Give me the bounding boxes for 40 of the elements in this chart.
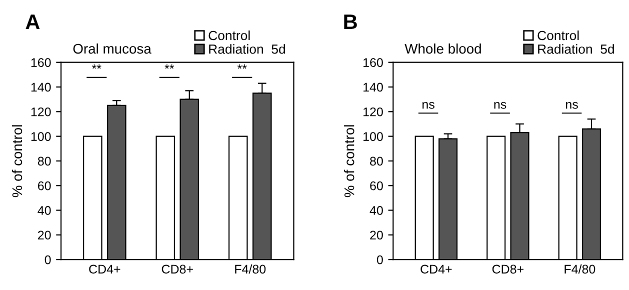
legend-label: Radiation 5d — [209, 44, 285, 54]
y-tick-label: 140 — [364, 82, 383, 92]
y-axis-title: % of control — [12, 125, 22, 198]
x-tick-label: CD4+ — [420, 264, 452, 274]
y-tick-label: 100 — [364, 132, 383, 141]
y-tick-label: 40 — [370, 206, 383, 215]
legend-label: Radiation 5d — [538, 44, 614, 54]
legend-label: Control — [538, 30, 579, 40]
chart-title: B — [344, 14, 357, 29]
x-tick-label: CD4+ — [89, 264, 120, 274]
chart-subtitle: Whole blood — [404, 43, 481, 54]
y-tick-label: 80 — [38, 156, 51, 166]
chart-title: A — [26, 14, 40, 29]
y-tick-label: 0 — [44, 255, 51, 264]
y-tick-label: 60 — [370, 181, 383, 190]
x-tick-label: F4/80 — [564, 264, 596, 274]
chart-subtitle: Oral mucosa — [73, 43, 152, 54]
y-tick-label: 0 — [376, 255, 383, 264]
annotation: ns — [566, 102, 578, 109]
legend-label: Control — [208, 30, 250, 40]
y-tick-label: 120 — [364, 107, 383, 116]
y-axis-title: % of control — [344, 125, 354, 198]
annotation: ** — [92, 64, 102, 69]
x-tick-label: CD8+ — [492, 264, 524, 274]
y-tick-label: 80 — [370, 156, 383, 166]
annotation: ns — [494, 102, 506, 109]
y-tick-label: 100 — [31, 132, 51, 141]
y-tick-label: 160 — [364, 58, 383, 67]
y-tick-label: 160 — [31, 58, 51, 67]
annotation: ns — [422, 102, 434, 109]
y-tick-label: 20 — [38, 230, 51, 240]
y-tick-label: 120 — [31, 107, 51, 116]
x-tick-label: CD8+ — [162, 264, 193, 274]
y-tick-label: 20 — [370, 230, 383, 240]
y-tick-label: 140 — [31, 82, 51, 92]
x-tick-label: F4/80 — [235, 264, 266, 274]
annotation: ** — [237, 64, 247, 69]
annotation: ** — [164, 64, 174, 69]
y-tick-label: 60 — [38, 181, 51, 190]
y-tick-label: 40 — [38, 206, 51, 215]
